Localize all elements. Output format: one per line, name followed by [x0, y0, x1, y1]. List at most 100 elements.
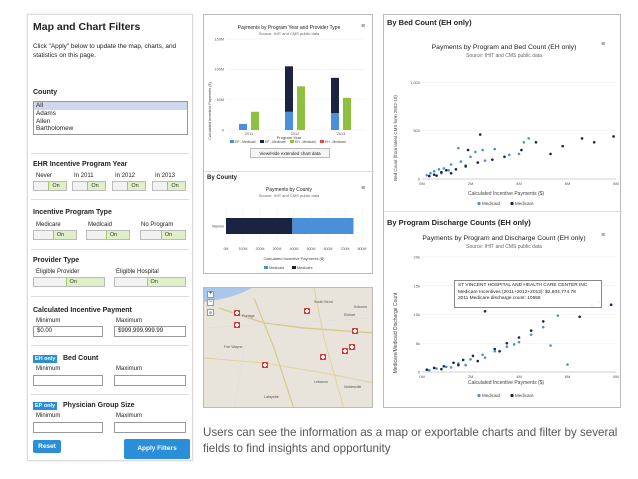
- bed-max-input[interactable]: [114, 375, 186, 386]
- year-chart-title: Payments by Program Year and Provider Ty…: [237, 25, 341, 31]
- scatter-point: [476, 161, 480, 164]
- toggle-state: On: [48, 182, 66, 190]
- map-place-label: Kokomo: [354, 305, 367, 309]
- toggle-label-eligible-hospital: Eligible Hospital: [116, 269, 159, 275]
- filter-panel-title: Map and Chart Filters: [33, 21, 141, 33]
- zoom-in-button[interactable]: +: [207, 291, 214, 298]
- scatter-point: [466, 148, 470, 152]
- x-tick-label: 2012: [291, 132, 299, 136]
- toggle-eligible-provider[interactable]: On: [33, 277, 105, 287]
- toggle-label-medicaid: Medicaid: [88, 222, 113, 228]
- map-place-label: Fort Wayne: [224, 345, 242, 349]
- scatter-point: [435, 367, 438, 370]
- scatter-point: [527, 137, 530, 140]
- divider: [31, 249, 189, 250]
- locate-icon[interactable]: ◎: [207, 309, 214, 316]
- group-min-input[interactable]: [33, 422, 103, 433]
- county-chart-subtitle: Source: IHIT and CMS public data: [258, 193, 320, 198]
- county-select[interactable]: All Adams Allen Bartholomew: [33, 101, 188, 135]
- payment-max-label: Maximum: [116, 318, 143, 324]
- scatter-point: [505, 341, 509, 345]
- scatter-point: [432, 169, 436, 173]
- toggle-eligible-hospital[interactable]: On: [114, 277, 186, 287]
- chart-menu-icon[interactable]: ≡: [601, 232, 606, 239]
- x-tick-label: 8M: [613, 374, 619, 379]
- divider: [31, 394, 189, 395]
- toggle-state: On: [167, 182, 185, 190]
- scatter-point: [534, 140, 538, 144]
- toggle-never[interactable]: On: [33, 181, 67, 191]
- legend-swatch: [477, 393, 481, 398]
- bar: [331, 77, 339, 114]
- toggle-label-2012: In 2012: [115, 173, 136, 179]
- scatter-point: [592, 140, 596, 144]
- x-tick-label: 4M: [516, 374, 522, 379]
- zoom-out-button[interactable]: −: [207, 299, 214, 306]
- scatter-point: [457, 363, 460, 367]
- scatter-point: [491, 158, 494, 161]
- reset-button[interactable]: Reset: [33, 440, 61, 453]
- bed-min-input[interactable]: [33, 375, 103, 386]
- scatter-point: [481, 353, 484, 357]
- payment-max-input[interactable]: $999,999,999.99: [114, 326, 186, 337]
- group-max-input[interactable]: [114, 422, 186, 433]
- scatter-point: [493, 147, 497, 151]
- scatter-point: [549, 344, 552, 347]
- scatter-point: [449, 366, 453, 369]
- divider: [31, 153, 189, 154]
- toggle-state: On: [87, 182, 105, 190]
- x-tick-label: 0M: [419, 374, 425, 379]
- scatter-point: [512, 343, 516, 346]
- scatter-point: [483, 356, 487, 359]
- county-chart-xlabel: Calculated Incentive Payments ($): [264, 256, 326, 261]
- y-tick-label: 20k: [414, 255, 420, 260]
- county-option[interactable]: Adams: [36, 109, 56, 117]
- county-option[interactable]: Allen: [36, 117, 51, 125]
- legend-label: EH - Medicaid: [295, 140, 316, 144]
- payment-min-input[interactable]: $0.00: [33, 326, 103, 337]
- legend-swatch: [292, 266, 296, 269]
- hospital-pin-icon: [235, 312, 239, 314]
- toggle-medicare[interactable]: On: [33, 230, 77, 240]
- toggle-2012[interactable]: On: [112, 181, 146, 191]
- hospital-pin-icon: [353, 330, 357, 332]
- scatter-point: [452, 361, 455, 365]
- map-view[interactable]: Portage South Bend Elkhart Lafayette Lebanon…: [203, 287, 373, 408]
- legend-label: EP - Medicaid: [235, 140, 256, 144]
- toggle-medicaid[interactable]: On: [86, 230, 130, 240]
- scatter-point: [498, 350, 501, 353]
- extended-data-button[interactable]: View/Hide extended chart data: [250, 148, 330, 158]
- toggle-2011[interactable]: On: [72, 181, 106, 191]
- x-tick-label: 600M: [324, 247, 333, 251]
- x-tick-label: 6M: [565, 374, 571, 379]
- legend-label: Medicare: [297, 266, 313, 270]
- toggle-2013[interactable]: On: [152, 181, 186, 191]
- scatter-point: [449, 163, 453, 166]
- scatter-tooltip: ST VINCENT HOSPITAL AND HEALTH CARE CENT…: [454, 280, 602, 308]
- divider: [384, 211, 622, 212]
- county-option[interactable]: Bartholomew: [36, 125, 74, 133]
- bed-section-label: By Bed Count (EH only): [387, 18, 472, 27]
- year-chart-svg: Calculated Incentive Payments ($) Progra…: [208, 37, 364, 144]
- bar: [239, 123, 247, 130]
- scatter-point: [459, 160, 463, 163]
- chart-menu-icon[interactable]: ≡: [601, 41, 606, 48]
- scatter-point: [457, 146, 460, 150]
- scatter-point: [505, 345, 509, 349]
- discharge-chart-title: Payments by Program and Discharge Count …: [422, 235, 586, 242]
- discharge-chart-plot: 0 5k 10k 15k 20k 0M 2M 4M 6M 8M: [414, 255, 619, 380]
- county-option[interactable]: All: [34, 102, 187, 110]
- bar: [285, 111, 293, 130]
- bed-count-label: Bed Count: [63, 355, 99, 362]
- toggle-no-program[interactable]: On: [140, 230, 186, 240]
- year-chart-xlabel: Program Year: [277, 135, 302, 140]
- chart-menu-icon[interactable]: ≡: [361, 185, 366, 192]
- chart-menu-icon[interactable]: ≡: [361, 23, 366, 30]
- apply-filters-button[interactable]: Apply Filters: [124, 439, 190, 459]
- scatter-point: [517, 336, 521, 339]
- scatter-point: [469, 358, 472, 361]
- bar: [292, 218, 354, 234]
- scatter-point: [541, 325, 545, 329]
- legend-label: EP - Medicare: [265, 140, 286, 144]
- filter-panel: Map and Chart Filters Click "Apply" belo…: [27, 14, 193, 461]
